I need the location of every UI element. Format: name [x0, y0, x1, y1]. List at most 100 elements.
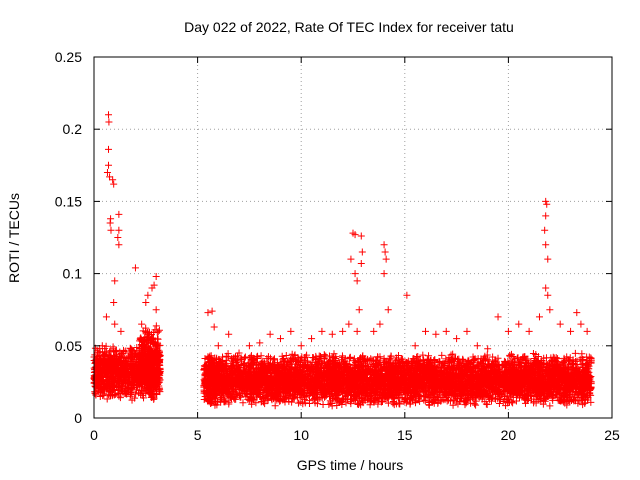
data-point — [155, 384, 163, 392]
data-point — [115, 379, 123, 387]
data-point — [153, 328, 161, 336]
data-point — [156, 356, 164, 364]
data-point — [130, 347, 138, 355]
data-point — [106, 348, 114, 356]
data-point — [143, 376, 151, 384]
data-point — [137, 336, 145, 344]
data-point — [156, 376, 164, 384]
data-point — [146, 353, 154, 361]
data-point — [109, 355, 117, 363]
data-point — [95, 368, 103, 376]
data-point — [142, 342, 150, 350]
data-point — [126, 392, 134, 400]
data-point — [98, 355, 106, 363]
data-point — [140, 337, 148, 345]
data-point — [146, 359, 154, 367]
data-point — [106, 356, 114, 364]
data-point — [114, 366, 122, 374]
data-point — [111, 347, 119, 355]
data-point — [571, 349, 579, 357]
data-point — [374, 400, 382, 408]
data-point — [138, 391, 146, 399]
data-point — [121, 384, 129, 392]
data-point — [495, 399, 503, 407]
data-point — [108, 381, 116, 389]
data-point — [127, 376, 135, 384]
data-point — [109, 343, 117, 351]
data-point — [141, 384, 149, 392]
data-point — [136, 379, 144, 387]
data-point — [116, 394, 124, 402]
data-point — [140, 373, 148, 381]
data-point — [155, 370, 163, 378]
chart-title: Day 022 of 2022, Rate Of TEC Index for r… — [184, 19, 514, 35]
data-point — [146, 345, 154, 353]
data-point — [155, 357, 163, 365]
data-point — [153, 335, 161, 343]
data-points — [90, 111, 595, 410]
data-point — [442, 355, 450, 363]
data-point — [148, 368, 156, 376]
data-point — [263, 355, 271, 363]
data-point — [100, 363, 108, 371]
data-point — [140, 350, 148, 358]
data-point — [128, 370, 136, 378]
data-point — [110, 391, 118, 399]
data-point — [113, 359, 121, 367]
data-point — [471, 355, 479, 363]
data-point — [151, 355, 159, 363]
data-point — [150, 378, 158, 386]
data-point — [144, 383, 152, 391]
data-point — [266, 354, 274, 362]
data-point — [143, 351, 151, 359]
data-point — [152, 351, 160, 359]
data-point — [140, 361, 148, 369]
data-point — [103, 395, 111, 403]
data-point — [294, 399, 302, 407]
data-point — [113, 366, 121, 374]
data-point — [123, 362, 131, 370]
data-point — [133, 344, 141, 352]
data-point — [342, 399, 350, 407]
data-point — [346, 354, 354, 362]
data-point — [489, 353, 497, 361]
data-point — [103, 385, 111, 393]
data-point — [109, 390, 117, 398]
data-point — [150, 395, 158, 403]
data-point — [529, 349, 537, 357]
data-point — [130, 381, 138, 389]
data-point — [112, 346, 120, 354]
data-point — [257, 352, 265, 360]
data-point — [472, 401, 480, 409]
data-point — [94, 381, 102, 389]
data-point — [115, 392, 123, 400]
data-point — [123, 379, 131, 387]
data-point — [114, 355, 122, 363]
data-point — [154, 381, 162, 389]
data-point — [96, 366, 104, 374]
data-point — [131, 394, 139, 402]
data-point — [105, 351, 113, 359]
data-point — [152, 322, 160, 330]
data-point — [95, 360, 103, 368]
data-point — [131, 377, 139, 385]
data-point — [123, 354, 131, 362]
data-point — [330, 350, 338, 358]
data-point — [288, 398, 296, 406]
data-point — [116, 371, 124, 379]
data-point — [150, 338, 158, 346]
data-point — [114, 383, 122, 391]
data-point — [127, 369, 135, 377]
data-point — [99, 348, 107, 356]
data-point — [104, 357, 112, 365]
data-point — [91, 375, 99, 383]
data-point — [447, 351, 455, 359]
data-point — [147, 363, 155, 371]
data-point — [148, 371, 156, 379]
data-point — [98, 377, 106, 385]
data-point — [103, 370, 111, 378]
data-point — [109, 363, 117, 371]
data-point — [97, 372, 105, 380]
data-point — [482, 400, 490, 408]
data-point — [117, 349, 125, 357]
